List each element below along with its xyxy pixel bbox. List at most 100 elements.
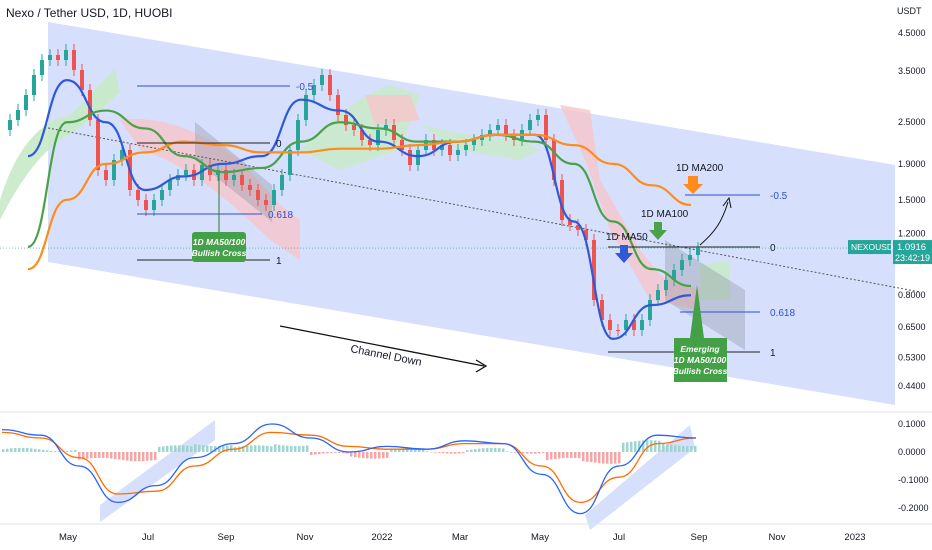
macd-hist-bar [502, 448, 505, 452]
macd-hist-bar [274, 444, 277, 452]
candle-body [640, 320, 644, 330]
macd-hist-bar [150, 452, 153, 461]
macd-hist-bar [306, 445, 309, 452]
ma-line-1d-ma200 [27, 133, 692, 271]
candle-body [64, 50, 68, 60]
candle-body [376, 130, 380, 145]
candle-body [328, 75, 332, 95]
macd-hist-bar [654, 440, 657, 452]
candle-body [544, 115, 548, 140]
macd-hist-bar [186, 445, 189, 452]
macd-hist-bar [494, 447, 497, 452]
price-tick-label: 0.5300 [898, 353, 926, 363]
cloud-bull-patch [420, 125, 540, 160]
candle-body [368, 140, 372, 145]
macd-hist-bar [26, 448, 29, 452]
macd-hist-bar [606, 452, 609, 464]
macd-hist-bar [230, 445, 233, 452]
candle-body [168, 180, 172, 190]
macd-hist-bar [486, 447, 489, 452]
candle-body [496, 125, 500, 130]
macd-hist-bar [170, 445, 173, 452]
macd-hist-bar [658, 440, 661, 452]
macd-hist-bar [518, 452, 521, 453]
candle-body [72, 50, 76, 70]
cross-1-line1: 1D MA50/100 [193, 237, 246, 247]
macd-tick-label: 0.1000 [898, 419, 926, 429]
candle-body [600, 300, 604, 320]
channel-band [48, 22, 895, 405]
macd-hist-bar [466, 450, 469, 452]
macd-hist-bar [326, 452, 329, 454]
candle-body [696, 248, 700, 255]
cross-1-box [192, 232, 246, 262]
macd-hist-bar [266, 445, 269, 452]
macd-hist-bar [638, 440, 641, 452]
macd-hist-bar [454, 452, 457, 454]
projection-arrow-head [722, 196, 732, 209]
macd-hist-bar [98, 452, 101, 458]
macd-hist-bar [126, 452, 129, 461]
price-tick-label: 0.8000 [898, 290, 926, 300]
macd-hist-bar [642, 440, 645, 452]
candle-body [472, 140, 476, 145]
candle-body [280, 175, 284, 190]
candle-body [632, 320, 636, 330]
candle-body [240, 175, 244, 185]
macd-hist-bar [130, 452, 133, 461]
candle-body [24, 95, 28, 110]
candle-body [144, 200, 148, 210]
macd-hist-bar [386, 452, 389, 458]
cloud-bear-patch [365, 95, 420, 125]
candle-body [488, 130, 492, 135]
candle-body [560, 180, 564, 220]
candle-body [112, 160, 116, 180]
macd-tick-label: -0.2000 [898, 503, 929, 513]
macd-hist-bar [38, 449, 41, 452]
candle-body [416, 150, 420, 165]
cross-2-line3: Bullish Cross [673, 366, 728, 376]
macd-hist-bar [310, 452, 313, 456]
macd-hist-bar [242, 446, 245, 452]
time-tick-label: May [531, 532, 549, 543]
candle-body [456, 150, 460, 155]
macd-hist-bar [46, 450, 49, 452]
ma-line-1d-ma100 [27, 109, 692, 288]
chart-title: Nexo / Tether USD, 1D, HUOBI [6, 6, 173, 20]
macd-hist-bar [674, 445, 677, 452]
last-price-countdown: 23:42:19 [895, 253, 930, 263]
macd-hist-bar [82, 452, 85, 460]
macd-hist-bar [282, 445, 285, 452]
fib-label: 1 [276, 256, 282, 267]
ma100-label: 1D MA100 [641, 209, 689, 220]
candle-body [464, 145, 468, 150]
macd-hist-bar [322, 452, 325, 454]
fib-label: 0.618 [770, 308, 795, 319]
macd-hist-bar [382, 452, 385, 459]
macd-hist-bar [474, 449, 477, 452]
candle-body [224, 170, 228, 180]
macd-hist-bar [426, 451, 429, 452]
macd-hist-bar [686, 446, 689, 452]
macd-hist-bar [438, 452, 441, 453]
projection-arrow [699, 201, 729, 246]
macd-hist-bar [294, 446, 297, 452]
price-tick-label: 1.9000 [898, 159, 926, 169]
macd-tick-label: 0.0000 [898, 447, 926, 457]
macd-hist-bar [258, 445, 261, 452]
macd-hist-bar [78, 452, 81, 460]
ma200-arrow [683, 176, 703, 194]
macd-hist-bar [346, 452, 349, 454]
candle-body [40, 60, 44, 75]
channel-arrow [279, 325, 485, 367]
macd-hist-bar [630, 441, 633, 452]
macd-hist-bar [414, 447, 417, 452]
fib-label: -0.5 [770, 191, 788, 202]
macd-hist-bar [70, 450, 73, 452]
macd-hist-bar [378, 452, 381, 459]
macd-hist-bar [178, 445, 181, 452]
macd-hist-bar [194, 444, 197, 452]
macd-hist-bar [154, 452, 157, 460]
